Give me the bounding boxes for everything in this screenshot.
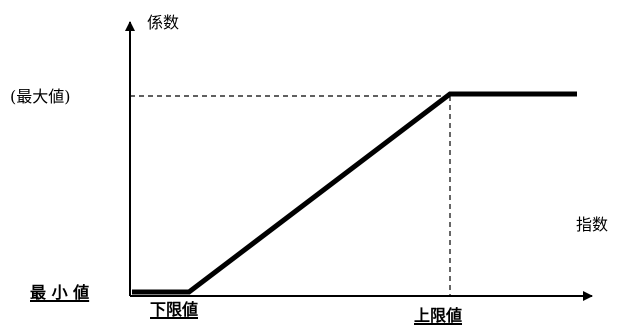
upper-limit-label: 上限値 [414,306,463,325]
min-value-label: 最 小 値 [30,283,90,302]
x-axis-label: 指数 [576,215,609,234]
max-value-label: (最大値) [10,87,71,106]
coefficient-curve [132,91,577,295]
y-axis-label: 係数 [147,13,180,32]
lower-limit-label: 下限値 [150,300,199,319]
